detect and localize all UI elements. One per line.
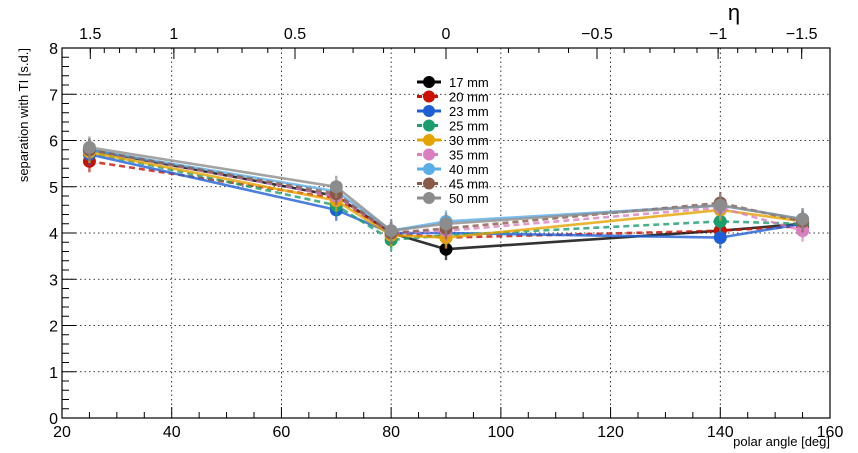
x-tick-label: 120 [597, 424, 624, 441]
y-tick-label: 5 [49, 180, 58, 197]
data-point [329, 180, 343, 194]
legend-entry: 45 mm [449, 177, 489, 192]
x-tick-label: 160 [817, 424, 844, 441]
legend-entry: 23 mm [449, 104, 489, 119]
legend-entry: 50 mm [449, 191, 489, 206]
series-line [89, 146, 803, 232]
legend-marker [423, 119, 435, 132]
data-point [439, 217, 453, 231]
data-series [82, 136, 810, 261]
legend-entry: 30 mm [449, 133, 489, 148]
data-point [713, 214, 727, 228]
top-tick-label: 0 [442, 26, 451, 43]
data-point [713, 231, 727, 245]
data-point [439, 242, 453, 256]
top-tick-label: 1 [169, 26, 178, 43]
y-tick-label: 4 [49, 226, 58, 243]
legend-marker [423, 134, 435, 146]
data-point [796, 212, 810, 226]
series-line [89, 148, 803, 251]
legend-entry: 20 mm [449, 90, 489, 105]
legend-entry: 35 mm [449, 148, 489, 163]
data-point [713, 198, 727, 212]
y-tick-label: 1 [49, 365, 58, 382]
axis-ticks [61, 47, 831, 419]
data-point [384, 224, 398, 238]
legend-marker [423, 90, 435, 103]
y-tick-label: 7 [49, 87, 58, 104]
y-tick-label: 2 [49, 319, 58, 336]
x-tick-label: 140 [707, 424, 734, 441]
top-tick-label: 1.5 [79, 26, 101, 43]
legend-entry: 25 mm [449, 119, 489, 134]
legend-marker [423, 177, 435, 190]
tick-labels: 0 1 2 3 4 5 6 7 8 20 40 60 80 100 120 140 160 1.5 1 0.5 0 −0.… [49, 26, 843, 441]
y-tick-label: 8 [49, 41, 58, 58]
top-tick-label: −1.5 [786, 26, 818, 43]
y-tick-label: 3 [49, 272, 58, 289]
x-tick-label: 80 [382, 424, 400, 441]
legend-marker [423, 105, 435, 117]
y-axis-label: separation with TI [s.d.] [16, 48, 31, 182]
x-tick-label: 20 [53, 424, 71, 441]
x-tick-label: 100 [488, 424, 515, 441]
x-axis-label: polar angle [deg] [733, 434, 830, 449]
legend-entry: 40 mm [449, 162, 489, 177]
legend-marker [423, 163, 435, 175]
top-tick-label: 0.5 [284, 26, 306, 43]
series-line [89, 148, 803, 235]
top-tick-label: −1 [709, 26, 727, 43]
series-50-mm [82, 136, 810, 242]
y-tick-label: 6 [49, 134, 58, 151]
x-tick-label: 60 [273, 424, 291, 441]
legend-marker [423, 192, 435, 204]
y-tick-label: 0 [49, 411, 58, 428]
legend-marker [423, 76, 435, 88]
legend-entry: 17 mm [449, 75, 489, 90]
legend-marker [423, 148, 435, 161]
top-tick-label: −0.5 [581, 26, 613, 43]
data-point [82, 140, 96, 154]
top-axis-label: η [728, 0, 740, 25]
x-tick-label: 40 [163, 424, 181, 441]
